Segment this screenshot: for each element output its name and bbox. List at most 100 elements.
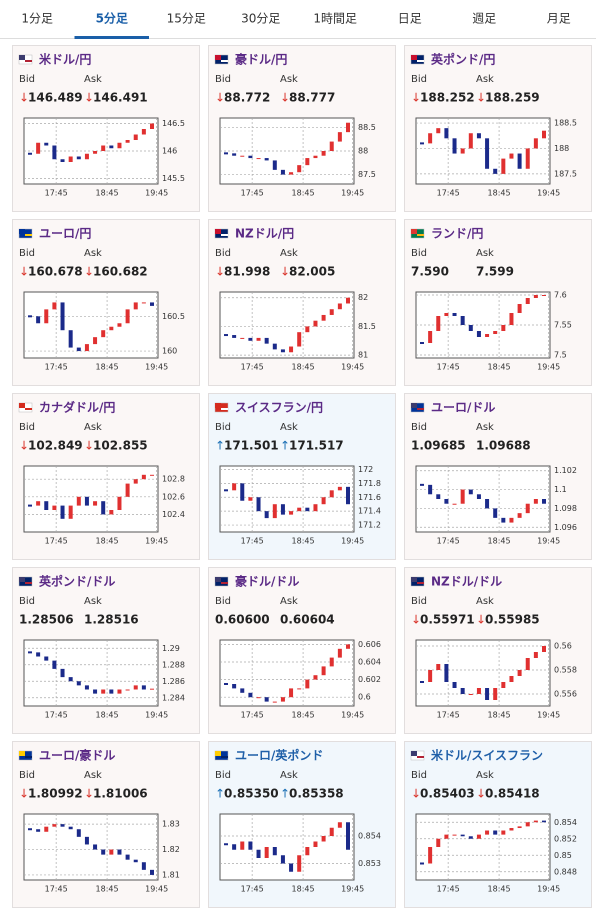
- candle: [501, 517, 506, 523]
- ask-arrow: ↓: [84, 265, 94, 279]
- flag-part: [19, 751, 25, 756]
- tab[interactable]: 5分足: [96, 11, 128, 26]
- pair-title[interactable]: ランド/円: [431, 227, 483, 241]
- pair-title[interactable]: 英ポンド/ドル: [39, 574, 115, 589]
- bid-arrow: ↑: [215, 439, 225, 453]
- candle: [93, 501, 98, 506]
- candle: [280, 697, 285, 702]
- flag-part: [25, 234, 32, 236]
- candle: [44, 501, 49, 510]
- chart-frame: [23, 291, 159, 359]
- candle: [52, 505, 57, 510]
- candle: [289, 688, 294, 698]
- x-tick-label: 19:45: [537, 711, 560, 720]
- candle: [329, 309, 334, 315]
- x-tick-label: 18:45: [292, 189, 315, 198]
- candle: [313, 841, 318, 847]
- pair-title[interactable]: 英ポンド/円: [431, 52, 495, 67]
- flag-part: [221, 60, 228, 62]
- x-tick-label: 19:45: [145, 711, 168, 720]
- candle: [436, 664, 441, 670]
- candle: [248, 337, 253, 341]
- tab[interactable]: 週足: [472, 12, 496, 26]
- tab[interactable]: 1時間足: [313, 12, 357, 26]
- pair-title[interactable]: カナダドル/円: [39, 400, 115, 415]
- candle: [133, 479, 138, 484]
- candle: [76, 829, 81, 837]
- tab[interactable]: 1分足: [21, 12, 53, 26]
- pair-title[interactable]: 米ドル/円: [39, 52, 91, 67]
- candle: [493, 168, 498, 174]
- tab[interactable]: 30分足: [241, 12, 280, 26]
- pair-title[interactable]: 豪ドル/円: [235, 52, 287, 67]
- y-tick-label: 0.6: [358, 693, 371, 702]
- y-tick-label: 1.098: [554, 504, 577, 513]
- candle: [313, 155, 318, 159]
- tab[interactable]: 月足: [547, 12, 571, 26]
- candle: [272, 160, 277, 170]
- candle: [321, 666, 326, 676]
- x-tick-label: 17:45: [45, 885, 68, 894]
- flag-part: [215, 403, 221, 408]
- candle: [485, 334, 490, 337]
- candle: [44, 826, 49, 832]
- candle: [468, 694, 473, 695]
- candle: [36, 501, 41, 506]
- x-tick-label: 19:45: [341, 711, 364, 720]
- bid-arrow: ↓: [19, 91, 29, 105]
- candle: [280, 855, 285, 864]
- candle: [76, 156, 81, 160]
- y-tick-label: 0.85: [554, 851, 572, 860]
- candle: [264, 511, 269, 519]
- ask-label: Ask: [84, 596, 102, 607]
- ask-value: 171.517: [289, 439, 344, 453]
- bid-label: Bid: [19, 770, 35, 781]
- x-tick-label: 17:45: [45, 189, 68, 198]
- candle: [280, 349, 285, 353]
- x-tick-label: 17:45: [241, 711, 264, 720]
- x-tick-label: 18:45: [488, 885, 511, 894]
- x-tick-label: 17:45: [241, 189, 264, 198]
- pair-title[interactable]: ユーロ/豪ドル: [39, 748, 115, 763]
- candle: [125, 689, 130, 691]
- candle: [468, 489, 473, 495]
- chart-frame: [415, 813, 551, 881]
- pair-title[interactable]: ユーロ/英ポンド: [235, 748, 323, 763]
- bid-label: Bid: [19, 596, 35, 607]
- pair-title[interactable]: ユーロ/ドル: [431, 401, 495, 415]
- pair-title[interactable]: スイスフラン/円: [235, 401, 323, 415]
- tab[interactable]: 15分足: [167, 12, 206, 26]
- tab[interactable]: 日足: [398, 12, 422, 26]
- candle: [468, 133, 473, 149]
- pair-title[interactable]: 米ドル/スイスフラン: [431, 748, 543, 763]
- x-tick-label: 17:45: [437, 537, 460, 546]
- bid-arrow: ↓: [411, 787, 421, 801]
- bid-value: 88.772: [224, 91, 270, 105]
- bid-value: 188.252: [420, 91, 475, 105]
- candle: [44, 142, 49, 146]
- candle: [109, 689, 114, 694]
- pair-title[interactable]: NZドル/ドル: [431, 575, 502, 589]
- candle: [468, 836, 473, 839]
- x-tick-label: 17:45: [437, 363, 460, 372]
- candle: [337, 303, 342, 310]
- candle: [501, 830, 506, 835]
- candle: [117, 689, 122, 694]
- candle: [533, 138, 538, 149]
- candle: [44, 309, 49, 324]
- candle: [93, 151, 98, 154]
- pair-title[interactable]: NZドル/円: [235, 227, 294, 241]
- candle: [321, 836, 326, 842]
- bid-label: Bid: [215, 248, 231, 259]
- flag-part: [215, 55, 221, 60]
- candle: [346, 297, 350, 304]
- bid-value: 0.55971: [420, 613, 475, 627]
- candle: [150, 123, 154, 129]
- pair-title[interactable]: ユーロ/円: [39, 227, 91, 241]
- candle: [272, 343, 277, 350]
- y-tick-label: 102.8: [162, 475, 185, 484]
- x-tick-label: 19:45: [537, 885, 560, 894]
- ask-value: 146.491: [93, 91, 148, 105]
- candle: [476, 494, 481, 499]
- pair-title[interactable]: 豪ドル/ドル: [235, 574, 299, 589]
